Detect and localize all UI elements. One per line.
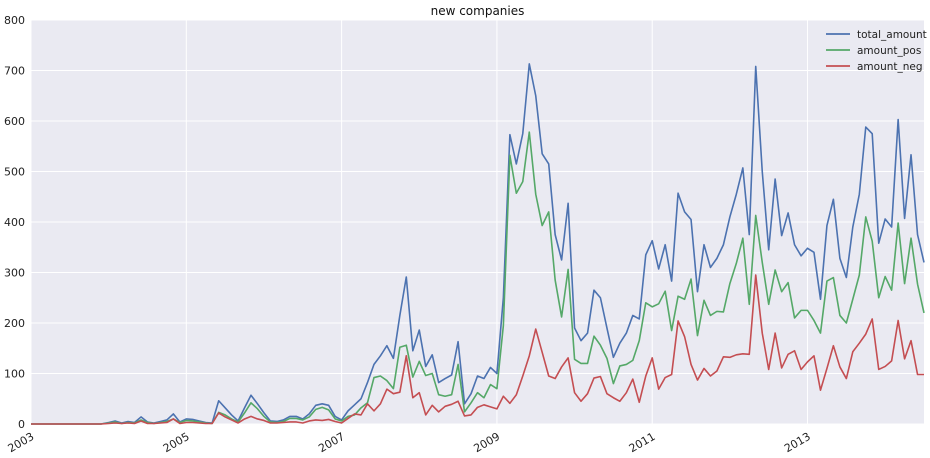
y-tick-label: 0 (18, 418, 25, 431)
x-tick-label: 2005 (161, 430, 192, 455)
x-tick-label: 2013 (782, 430, 813, 455)
legend-label-amount_pos: amount_pos (857, 45, 921, 57)
y-tick-label: 300 (4, 267, 25, 280)
x-axis-tick-labels: 2003 2005 2007 2009 2011 2013 (6, 430, 813, 455)
y-tick-label: 800 (4, 14, 25, 27)
chart-title: new companies (431, 4, 525, 18)
series-line-total_amount (31, 63, 925, 425)
x-tick-label: 2003 (6, 430, 37, 455)
y-tick-label: 500 (4, 166, 25, 179)
y-tick-label: 200 (4, 317, 25, 330)
legend-label-total_amount: total_amount (857, 29, 927, 41)
x-tick-label: 2009 (472, 430, 503, 455)
y-tick-label: 400 (4, 216, 25, 229)
y-tick-label: 700 (4, 65, 25, 78)
legend-label-amount_neg: amount_neg (857, 61, 923, 73)
series-line-amount_pos (31, 131, 925, 425)
series-lines (31, 63, 925, 425)
y-tick-label: 600 (4, 115, 25, 128)
legend: total_amount amount_pos amount_neg (826, 29, 927, 73)
x-tick-label: 2011 (627, 430, 658, 455)
series-line-amount_neg (31, 274, 924, 425)
x-tick-label: 2007 (316, 430, 347, 455)
y-axis-tick-labels: 0 100 200 300 400 500 600 700 800 (4, 14, 25, 431)
y-tick-label: 100 (4, 368, 25, 381)
